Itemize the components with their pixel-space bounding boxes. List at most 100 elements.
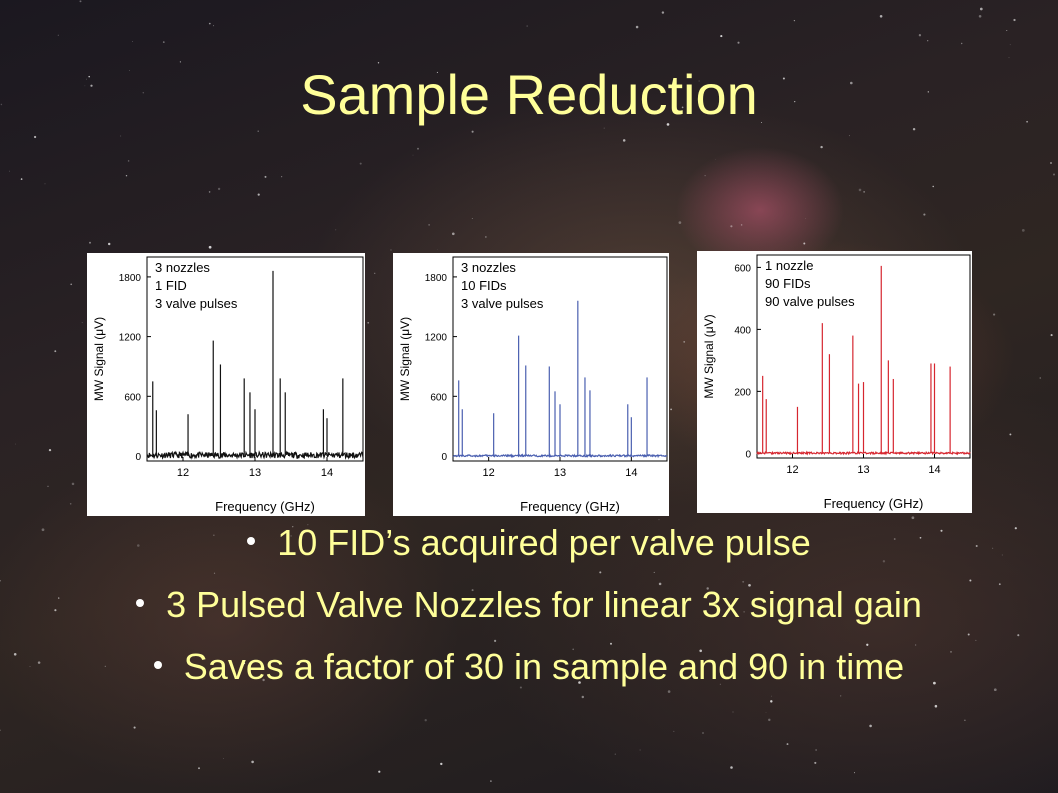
chart-annotation: 3 valve pulses (461, 296, 544, 311)
star (768, 718, 771, 722)
star (581, 695, 585, 699)
star (127, 160, 130, 162)
star (494, 639, 497, 643)
x-axis-label: Frequency (GHz) (215, 499, 315, 514)
star (610, 642, 612, 645)
y-tick-label: 1200 (425, 333, 448, 344)
star (1009, 44, 1011, 46)
spectrum-plot-1: 0 600 1200 1800 12 13 14 Frequency (GHz) MW Sign… (92, 256, 364, 514)
x-tick-label: 13 (857, 464, 869, 476)
star (1006, 30, 1008, 32)
star (681, 106, 684, 109)
star (37, 661, 41, 664)
star (782, 77, 785, 80)
star (704, 175, 706, 177)
star (208, 22, 211, 25)
star (44, 183, 46, 185)
star (840, 695, 842, 697)
star (133, 726, 136, 729)
star (1039, 377, 1041, 379)
chart-annotation: 3 nozzles (461, 260, 516, 275)
star (71, 482, 75, 486)
star (786, 743, 789, 746)
star (761, 122, 762, 124)
star (89, 241, 91, 244)
star (41, 528, 45, 532)
star (803, 242, 806, 245)
star (794, 100, 796, 103)
y-tick-label: 200 (734, 387, 751, 398)
bullet-item: 3 Pulsed Valve Nozzles for linear 3x sig… (0, 574, 1058, 636)
star (702, 732, 704, 734)
x-tick-label: 12 (786, 464, 798, 476)
star (490, 780, 492, 782)
bullet-text: 10 FID’s acquired per valve pulse (277, 522, 811, 563)
x-tick-label: 13 (249, 467, 261, 479)
star (821, 605, 824, 607)
y-tick-label: 1800 (119, 273, 142, 284)
star (927, 40, 929, 42)
star (417, 147, 419, 150)
star (737, 41, 740, 44)
spectrum-plot-3: 0 200 400 600 12 13 14 Frequency (GHz) MW Signal… (702, 254, 971, 511)
star (471, 218, 473, 220)
star (436, 71, 438, 73)
star (90, 84, 93, 87)
star (578, 681, 581, 684)
star (307, 524, 309, 526)
y-tick-label: 600 (734, 263, 751, 274)
star (537, 96, 539, 98)
star (485, 236, 487, 238)
star (137, 544, 140, 547)
star (732, 711, 734, 713)
star (120, 135, 122, 137)
star (918, 34, 922, 37)
star (262, 678, 265, 682)
star (854, 772, 855, 774)
star (911, 516, 915, 520)
star (198, 767, 200, 770)
star (742, 580, 745, 583)
star (79, 0, 82, 3)
star (940, 529, 943, 532)
star (622, 139, 626, 142)
star (451, 232, 455, 236)
star (33, 135, 37, 139)
star (614, 753, 616, 755)
star (765, 711, 767, 713)
star (519, 686, 522, 689)
star (967, 633, 970, 636)
star (1021, 229, 1025, 232)
star (950, 651, 952, 653)
star (804, 218, 806, 219)
star (1050, 334, 1053, 337)
star (879, 14, 883, 18)
chart-annotation: 1 nozzle (765, 258, 813, 273)
star (569, 98, 571, 101)
chart-annotation: 3 nozzles (155, 260, 210, 275)
star (1026, 120, 1028, 123)
star (635, 25, 639, 29)
star (815, 749, 817, 751)
bullet-marker (247, 537, 256, 546)
star (673, 730, 675, 732)
star (771, 695, 772, 697)
star (658, 519, 660, 521)
chart-annotation: 10 FIDs (461, 278, 507, 293)
star (706, 587, 709, 590)
star (281, 176, 283, 178)
star (132, 41, 133, 42)
spectrum-chart-3: 0 200 400 600 12 13 14 Frequency (GHz) MW Signal… (697, 251, 972, 513)
star (251, 760, 254, 764)
bullet-marker (136, 599, 145, 608)
star (915, 644, 917, 646)
star (923, 213, 926, 216)
star (48, 448, 52, 452)
y-tick-label: 0 (135, 452, 141, 463)
star (848, 135, 850, 137)
star (13, 653, 17, 656)
star (487, 658, 491, 662)
star (58, 597, 60, 599)
star (440, 762, 443, 766)
star (179, 61, 181, 63)
